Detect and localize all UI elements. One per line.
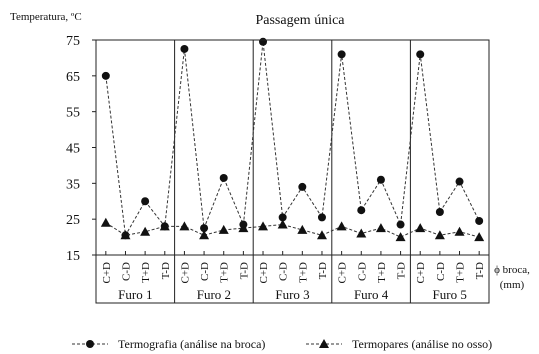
- data-point-triangle: [375, 223, 386, 233]
- data-point-circle: [396, 220, 405, 229]
- x-tick-label: C+D: [179, 262, 191, 284]
- group-dividers: [174, 40, 411, 303]
- data-point-triangle: [277, 219, 288, 229]
- plot-frame: [95, 39, 490, 256]
- data-point-circle: [278, 213, 287, 222]
- data-point-triangle: [395, 232, 406, 242]
- x-axis-label-line1: ϕ broca,: [494, 264, 530, 276]
- data-point-circle: [357, 206, 366, 215]
- data-point-triangle: [199, 230, 210, 240]
- y-tick-label: 65: [66, 70, 80, 85]
- x-tick-label: C-D: [199, 262, 211, 281]
- data-point-triangle: [238, 223, 249, 233]
- x-tick-label: C+D: [415, 262, 427, 284]
- data-point-triangle: [100, 217, 111, 227]
- legend-circle-marker: [86, 340, 94, 348]
- x-tick-label: T-D: [238, 262, 250, 279]
- x-tick-label: C+D: [101, 262, 113, 284]
- x-tick-label: C-D: [356, 262, 368, 281]
- legend-label: Termopares (análise no osso): [352, 337, 492, 351]
- data-point-triangle: [454, 226, 465, 236]
- x-axis: C+D C-D T+D T-D C+D C-D T+D T-D C+D C-D T+D T-D C+D C…: [101, 251, 486, 283]
- y-tick-label: 15: [66, 249, 80, 264]
- data-point-triangle: [179, 221, 190, 231]
- series-layer: [100, 37, 485, 242]
- data-point-circle: [180, 44, 189, 53]
- data-point-triangle: [336, 221, 347, 231]
- y-tick-label: 45: [66, 142, 80, 157]
- group-label: Furo 1: [118, 287, 152, 302]
- x-tick-label: T-D: [317, 262, 329, 279]
- x-tick-label: T+D: [297, 262, 309, 283]
- legend-item: Termografia (análise na broca): [72, 337, 265, 351]
- legend-triangle-marker: [319, 339, 329, 348]
- x-tick-label: C-D: [278, 262, 290, 281]
- legend: Termografia (análise na broca) Termopares…: [72, 337, 492, 351]
- series-2: [100, 217, 485, 242]
- y-tick-label: 75: [66, 34, 80, 49]
- y-tick-label: 55: [66, 106, 80, 121]
- data-point-triangle: [218, 224, 229, 234]
- group-label: Furo 2: [197, 287, 231, 302]
- data-point-circle: [317, 213, 326, 222]
- data-point-circle: [416, 50, 425, 59]
- legend-item: Termopares (análise no osso): [306, 337, 492, 351]
- group-label: Furo 5: [433, 287, 467, 302]
- data-point-circle: [200, 224, 209, 233]
- data-point-triangle: [316, 230, 327, 240]
- x-tick-label: T+D: [376, 262, 388, 283]
- data-point-circle: [376, 175, 385, 184]
- group-frame: [95, 254, 490, 304]
- y-tick-label: 25: [66, 213, 80, 228]
- data-point-triangle: [120, 230, 131, 240]
- data-point-circle: [455, 177, 464, 186]
- x-tick-label: C-D: [120, 262, 132, 281]
- data-point-circle: [141, 197, 150, 206]
- data-point-triangle: [474, 232, 485, 242]
- x-tick-label: T+D: [455, 262, 467, 283]
- group-label: Furo 3: [275, 287, 309, 302]
- data-point-triangle: [356, 228, 367, 238]
- x-tick-label: T-D: [396, 262, 408, 279]
- data-point-circle: [259, 37, 268, 46]
- group-label: Furo 4: [354, 287, 389, 302]
- data-point-circle: [101, 71, 110, 80]
- data-point-triangle: [140, 226, 151, 236]
- x-tick-label: C+D: [258, 262, 270, 284]
- y-tick-label: 35: [66, 177, 80, 192]
- chart-title: Passagem única: [255, 13, 345, 28]
- data-point-circle: [298, 182, 307, 191]
- x-tick-label: C+D: [337, 262, 349, 284]
- data-point-triangle: [258, 221, 269, 231]
- legend-label: Termografia (análise na broca): [118, 337, 265, 351]
- series-line: [105, 41, 480, 237]
- data-point-triangle: [415, 223, 426, 233]
- data-point-circle: [337, 50, 346, 59]
- data-point-triangle: [297, 224, 308, 234]
- y-axis-label: Temperatura, ºC: [10, 11, 82, 23]
- x-tick-label: T-D: [160, 262, 172, 279]
- group-labels: Furo 1 Furo 2 Furo 3 Furo 4 Furo 5: [118, 287, 467, 302]
- x-tick-label: T+D: [140, 262, 152, 283]
- x-tick-label: T-D: [474, 262, 486, 279]
- data-point-circle: [219, 173, 228, 182]
- data-point-triangle: [434, 230, 445, 240]
- series-1: [101, 37, 484, 240]
- data-point-triangle: [159, 221, 170, 231]
- x-tick-label: C-D: [435, 262, 447, 281]
- x-tick-label: T+D: [219, 262, 231, 283]
- data-point-circle: [435, 208, 444, 216]
- x-axis-label-line2: (mm): [500, 279, 525, 291]
- data-point-circle: [475, 216, 484, 225]
- y-axis: 15 25 35 45 55 65 75: [66, 34, 96, 264]
